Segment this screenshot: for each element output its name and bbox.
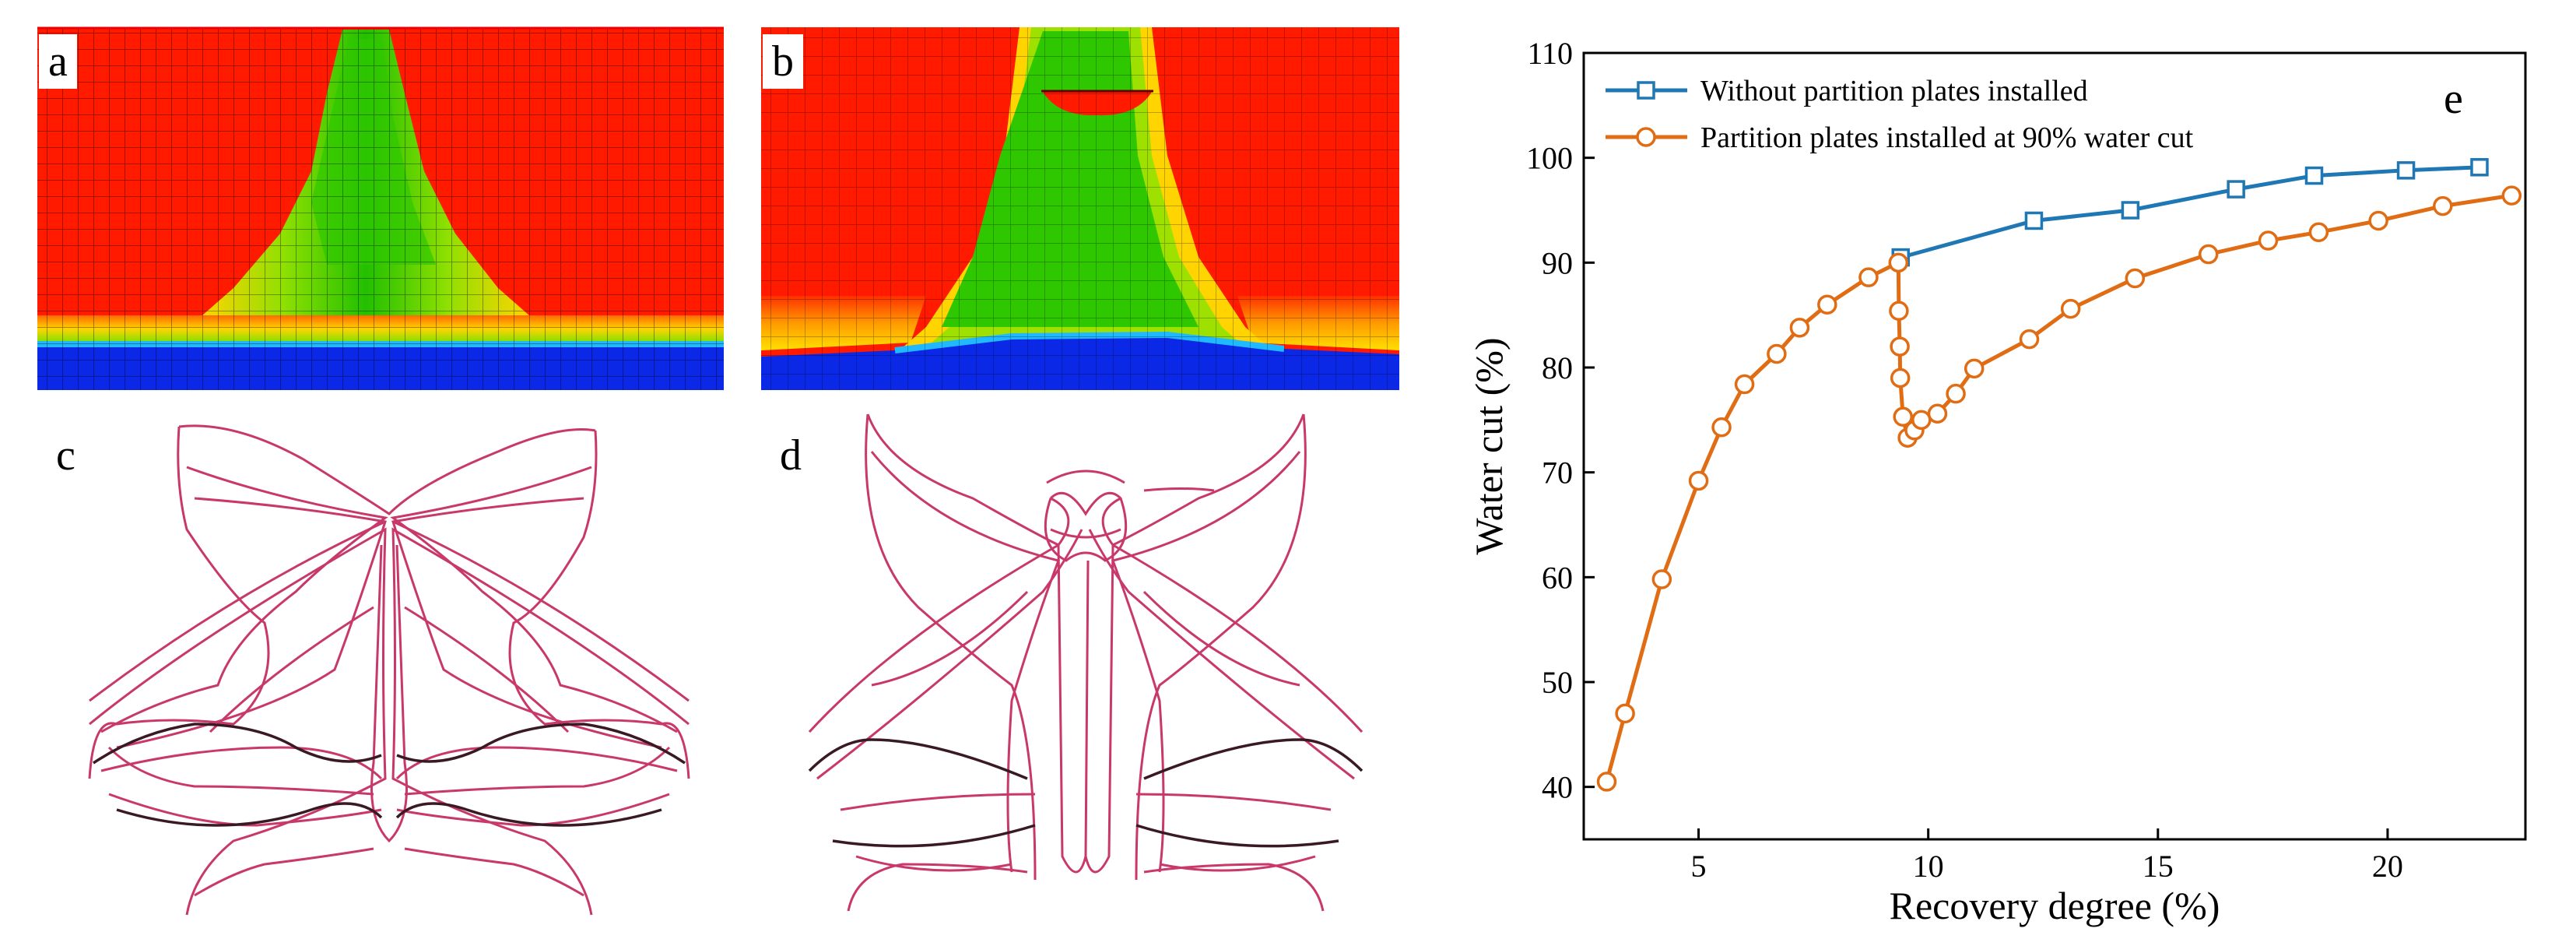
data-point-s1	[2121, 201, 2140, 220]
data-point-s1	[2024, 211, 2044, 230]
data-point-s1	[2396, 161, 2416, 180]
data-point-s2	[2433, 195, 2453, 216]
data-point-s2	[2258, 230, 2279, 251]
data-point-s2	[2125, 268, 2146, 289]
data-point-s2	[2368, 210, 2388, 231]
data-point-s2	[1889, 301, 1909, 322]
x-tick-label: 10	[1913, 849, 1944, 884]
data-point-s2	[1734, 374, 1755, 395]
data-point-s2	[1964, 358, 1985, 379]
panel-d-streamlines	[808, 413, 1363, 912]
series-markers	[1596, 158, 2522, 792]
y-axis-ticks: 40 50 60 70 80 90 100 110	[1526, 36, 1595, 805]
data-point-s2	[1817, 294, 1837, 315]
data-point-s1	[2304, 166, 2324, 185]
data-point-s2	[1615, 703, 1635, 724]
grid-overlay	[37, 27, 724, 390]
data-point-s2	[1893, 406, 1913, 427]
legend-marker	[1636, 127, 1656, 147]
legend-label: Without partition plates installed	[1700, 75, 2088, 107]
panel-b	[761, 27, 1399, 390]
panel-label-a: a	[39, 34, 77, 89]
data-point-s1	[2227, 180, 2245, 199]
data-point-s2	[2198, 244, 2219, 265]
x-tick-label: 15	[2143, 849, 2174, 884]
y-axis-label: Water cut (%)	[1467, 337, 1511, 554]
data-point-s2	[1651, 569, 1672, 589]
data-point-s2	[1767, 343, 1787, 364]
data-point-s1	[2470, 158, 2489, 177]
y-tick-label: 100	[1526, 141, 1573, 176]
grid-overlay	[761, 27, 1399, 390]
data-point-s2	[1858, 267, 1879, 287]
y-tick-label: 60	[1542, 560, 1573, 595]
y-tick-label: 90	[1542, 245, 1573, 280]
data-point-s2	[1596, 772, 1617, 792]
panel-c-dark-streamlines	[93, 723, 686, 827]
data-point-s2	[1688, 470, 1709, 491]
data-point-s2	[1890, 367, 1911, 389]
series-lines	[1605, 165, 2512, 782]
panel-label-d: d	[770, 428, 811, 483]
data-point-s2	[1890, 336, 1910, 357]
panel-label-e: e	[2444, 72, 2463, 126]
series-line-1	[1900, 165, 2480, 260]
panel-c-streamlines	[88, 424, 690, 916]
panel-e-chart: 40 50 60 70 80 90 100 110 5 10 15 20 Without parti…	[1467, 36, 2527, 927]
series-line-2	[1605, 193, 2512, 782]
legend: Without partition plates installed Partit…	[1606, 75, 2194, 154]
y-tick-label: 110	[1527, 36, 1573, 71]
panel-label-c: c	[47, 428, 85, 483]
data-point-s2	[1946, 383, 1966, 404]
legend-marker	[1637, 81, 1655, 100]
data-point-s2	[2308, 222, 2329, 243]
data-point-s2	[1888, 252, 1909, 273]
x-axis-ticks: 5 10 15 20	[1691, 828, 2403, 884]
data-point-s2	[2060, 298, 2081, 319]
x-tick-label: 5	[1691, 849, 1707, 884]
data-point-s2	[1711, 417, 1732, 438]
x-axis-label: Recovery degree (%)	[1890, 884, 2220, 927]
panel-d-dark-streamlines	[808, 738, 1363, 848]
data-point-s2	[1927, 403, 1948, 424]
data-point-s2	[1911, 410, 1932, 431]
y-tick-label: 40	[1542, 770, 1573, 805]
panel-label-b: b	[763, 34, 803, 89]
plot-frame	[1582, 51, 2527, 841]
panel-a	[37, 26, 724, 390]
y-tick-label: 80	[1542, 350, 1573, 385]
x-tick-label: 20	[2372, 849, 2403, 884]
y-tick-label: 70	[1542, 455, 1573, 491]
legend-label: Partition plates installed at 90% water …	[1700, 121, 2194, 154]
data-point-s2	[2019, 329, 2040, 350]
data-point-s2	[2501, 185, 2522, 206]
data-point-s2	[1789, 318, 1810, 338]
y-tick-label: 50	[1542, 665, 1573, 700]
